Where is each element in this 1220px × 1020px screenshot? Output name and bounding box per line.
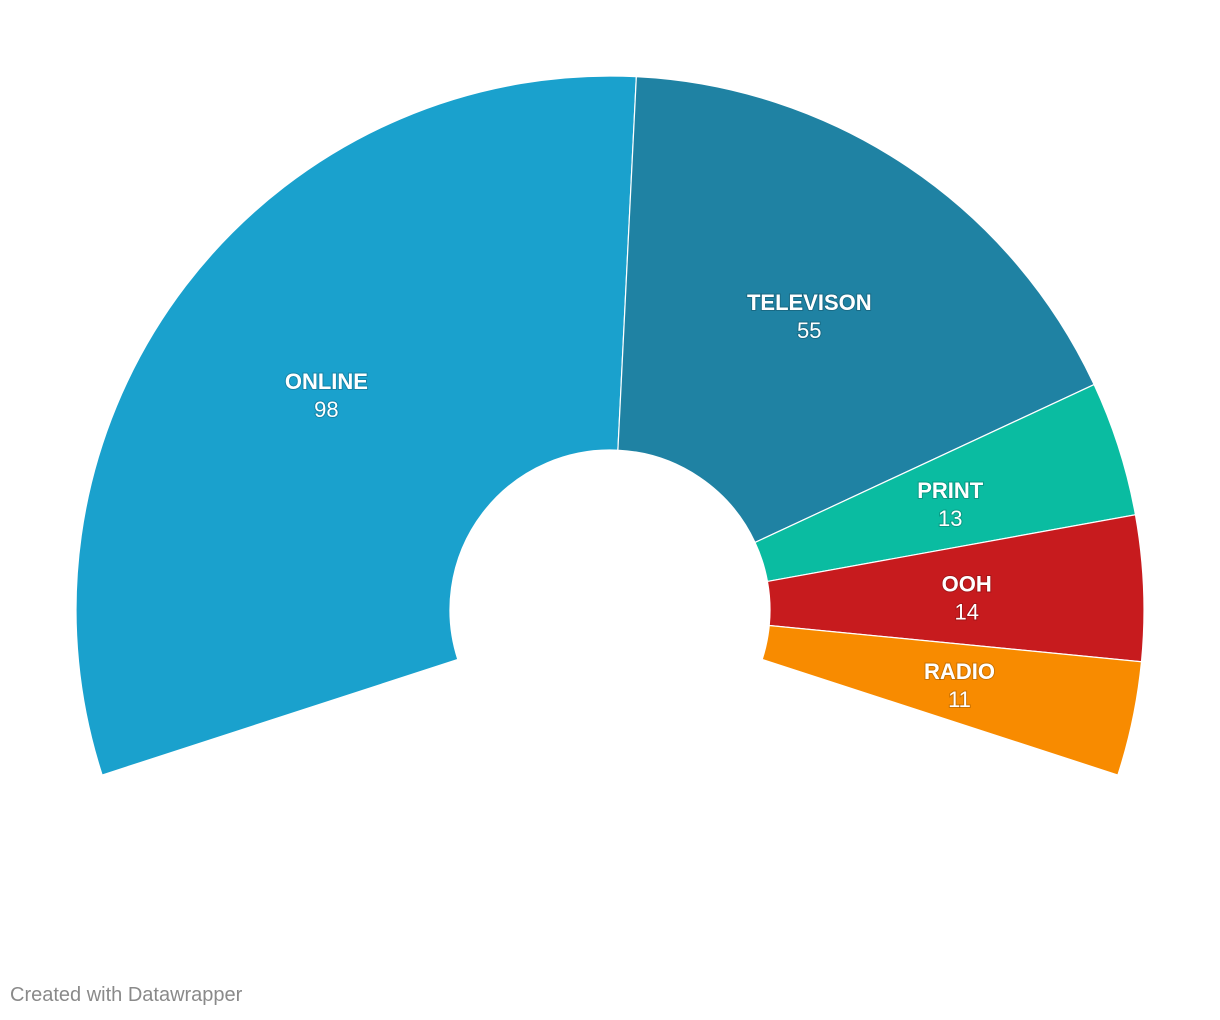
slice-label-televison: TELEVISON 55 (746, 289, 873, 344)
slice-online (75, 75, 637, 776)
slice-value-online: 98 (314, 397, 338, 422)
slice-name-radio: RADIO (924, 659, 995, 684)
slice-name-online: ONLINE (285, 369, 368, 394)
slices-layer (75, 75, 1145, 776)
credit-text: Created with Datawrapper (10, 984, 243, 1006)
slice-name-ooh: OOH (942, 571, 992, 596)
slice-value-ooh: 14 (954, 599, 978, 624)
slice-label-ooh: OOH 14 (941, 570, 993, 625)
slice-name-print: PRINT (917, 478, 984, 503)
labels-layer: ONLINE 98 TELEVISON 55 PRINT 13 OOH 14 RADIO 11 (284, 289, 996, 713)
slice-name-televison: TELEVISON (747, 290, 872, 315)
slice-televison (617, 76, 1095, 544)
slice-label-online: ONLINE 98 (284, 368, 369, 423)
slice-value-televison: 55 (797, 318, 821, 343)
slice-value-print: 13 (938, 506, 962, 531)
slice-label-print: PRINT 13 (916, 477, 985, 532)
slice-label-radio: RADIO 11 (923, 658, 996, 713)
slice-value-radio: 11 (948, 687, 971, 712)
slice-radio (761, 624, 1143, 776)
